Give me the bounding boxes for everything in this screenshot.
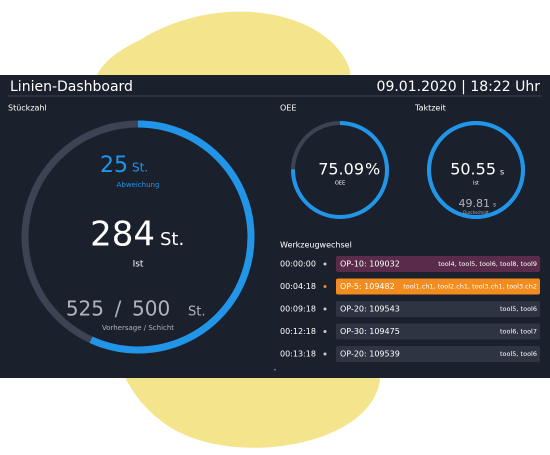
forecast-label: Vorhersage / Schicht xyxy=(102,324,174,332)
actual: 284 xyxy=(90,215,155,255)
row-tools: tool4, tool5, tool6, tool8, tool9 xyxy=(438,260,537,268)
deviation-label: Abweichung xyxy=(117,181,160,189)
title: Linien-Dashboard xyxy=(10,79,133,95)
row-tools: tool5, tool6 xyxy=(500,305,537,313)
ring-arc xyxy=(21,120,255,354)
unit: s xyxy=(500,168,504,177)
takt-actual: 50.55 xyxy=(450,160,496,179)
ring-arc xyxy=(427,121,525,219)
datetime: 09.01.2020 | 18:22 Uhr xyxy=(377,79,541,95)
row-time: 00:00:00 xyxy=(280,260,316,269)
row-bg xyxy=(336,278,540,295)
row-bg xyxy=(336,346,540,362)
row-dot xyxy=(323,307,327,311)
actual-label: Ist xyxy=(133,260,144,270)
row-bg xyxy=(336,301,540,317)
section-title: Werkzeugwechsel xyxy=(280,241,352,250)
row-dot xyxy=(323,262,327,266)
section-title: Taktzeit xyxy=(414,104,446,113)
row-op: OP-5: 109482 xyxy=(340,282,395,291)
row-time: 00:12:18 xyxy=(280,327,316,336)
row-op: OP-30: 109475 xyxy=(340,327,400,336)
caret[interactable]: ⌃ xyxy=(272,369,277,376)
takt-actual-label: Ist xyxy=(473,181,479,187)
takt-average: 49.81 xyxy=(459,197,491,210)
row-op: OP-10: 109032 xyxy=(340,260,400,269)
row-time: 00:13:18 xyxy=(280,350,316,359)
section-title: OEE xyxy=(280,104,296,113)
row-time: 00:04:18 xyxy=(280,282,316,291)
row-tools: tool1.ch1, tool2.ch1, tool3.ch1, tool3.c… xyxy=(403,283,537,291)
row-dot xyxy=(323,352,327,356)
takt-average-label: Durchschnitt xyxy=(463,210,489,215)
deviation: 25 xyxy=(100,153,128,178)
forecast: 525 xyxy=(66,297,104,321)
row-bg xyxy=(336,256,540,272)
unit: s xyxy=(493,202,496,209)
row-bg xyxy=(336,323,540,340)
row-dot xyxy=(323,285,327,288)
section-title: Stückzahl xyxy=(8,104,47,113)
oee-unit: % xyxy=(365,160,380,179)
row-tools: tool5, tool6 xyxy=(500,350,537,358)
unit: St. xyxy=(132,161,148,175)
oee-label: OEE xyxy=(335,181,345,187)
unit: St. xyxy=(160,229,184,250)
row-op: OP-20: 109543 xyxy=(340,305,400,314)
separator: / xyxy=(115,297,122,321)
target: 500 xyxy=(132,297,170,321)
row-dot xyxy=(323,330,327,333)
oee-value: 75.09 xyxy=(318,160,364,179)
ring-arc xyxy=(291,121,389,219)
unit: St. xyxy=(188,305,205,320)
row-op: OP-20: 109539 xyxy=(340,350,400,359)
row-tools: tool6, tool7 xyxy=(500,328,537,336)
row-time: 00:09:18 xyxy=(280,305,316,314)
